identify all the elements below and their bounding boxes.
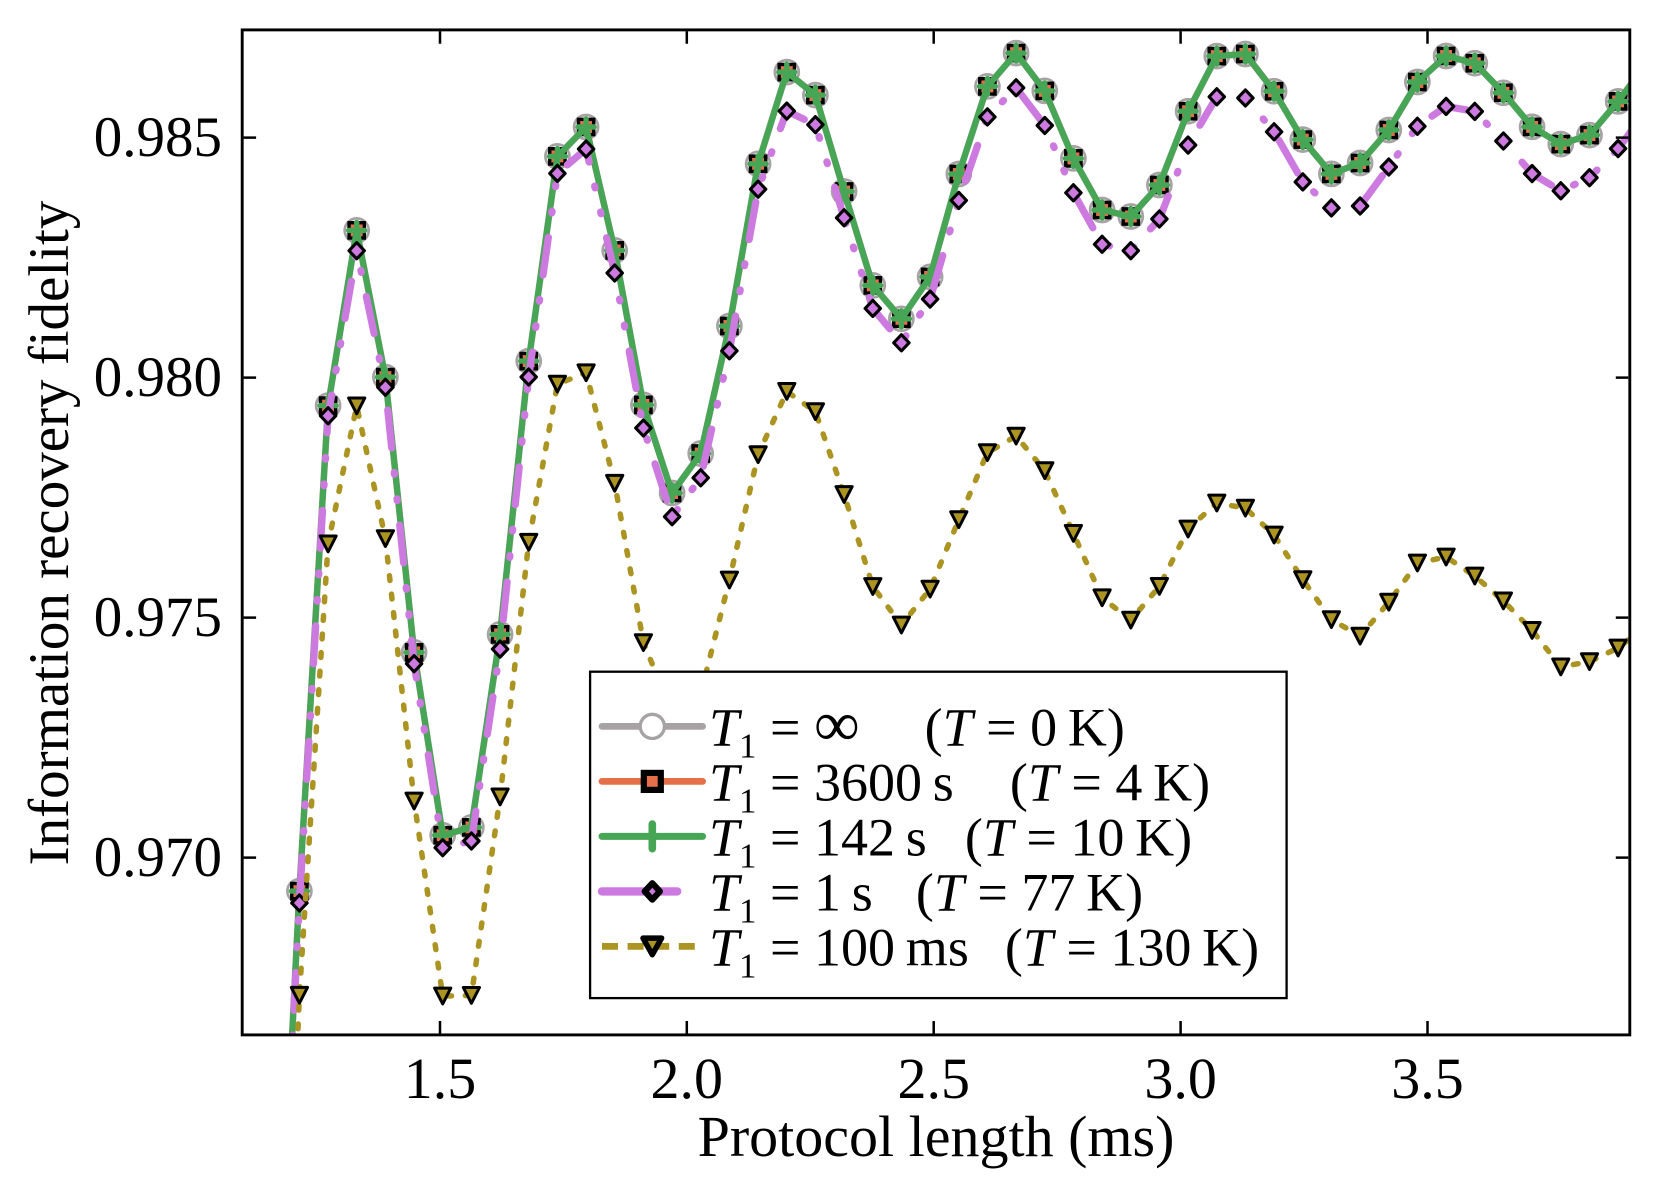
svg-text:0.980: 0.980 [94, 346, 222, 409]
svg-text:T1 = 1 s(T = 77 K): T1 = 1 s (T = 77 K) [709, 862, 1143, 930]
svg-text:T1 = 3600 s(T = 4 K): T1 = 3600 s (T = 4 K) [709, 752, 1210, 820]
svg-text:0.985: 0.985 [94, 106, 222, 169]
svg-text:3.5: 3.5 [1391, 1046, 1464, 1111]
svg-text:0.970: 0.970 [94, 826, 222, 889]
svg-text:3.0: 3.0 [1144, 1046, 1217, 1111]
svg-text:2.5: 2.5 [897, 1046, 970, 1111]
svg-text:2.0: 2.0 [651, 1046, 724, 1111]
svg-text:T1 = 100 ms(T = 130 K): T1 = 100 ms (T = 130 K) [709, 917, 1259, 985]
svg-text:T1 = ∞(T = 0 K): T1 = ∞ (T = 0 K) [709, 688, 1125, 765]
svg-text:0.975: 0.975 [94, 586, 222, 649]
svg-text:T1 = 142 s(T = 10 K): T1 = 142 s (T = 10 K) [709, 807, 1192, 875]
svg-text:Information recovery fidelity: Information recovery fidelity [18, 200, 81, 865]
svg-text:Protocol length (ms): Protocol length (ms) [698, 1104, 1175, 1169]
svg-text:1.5: 1.5 [404, 1046, 477, 1111]
